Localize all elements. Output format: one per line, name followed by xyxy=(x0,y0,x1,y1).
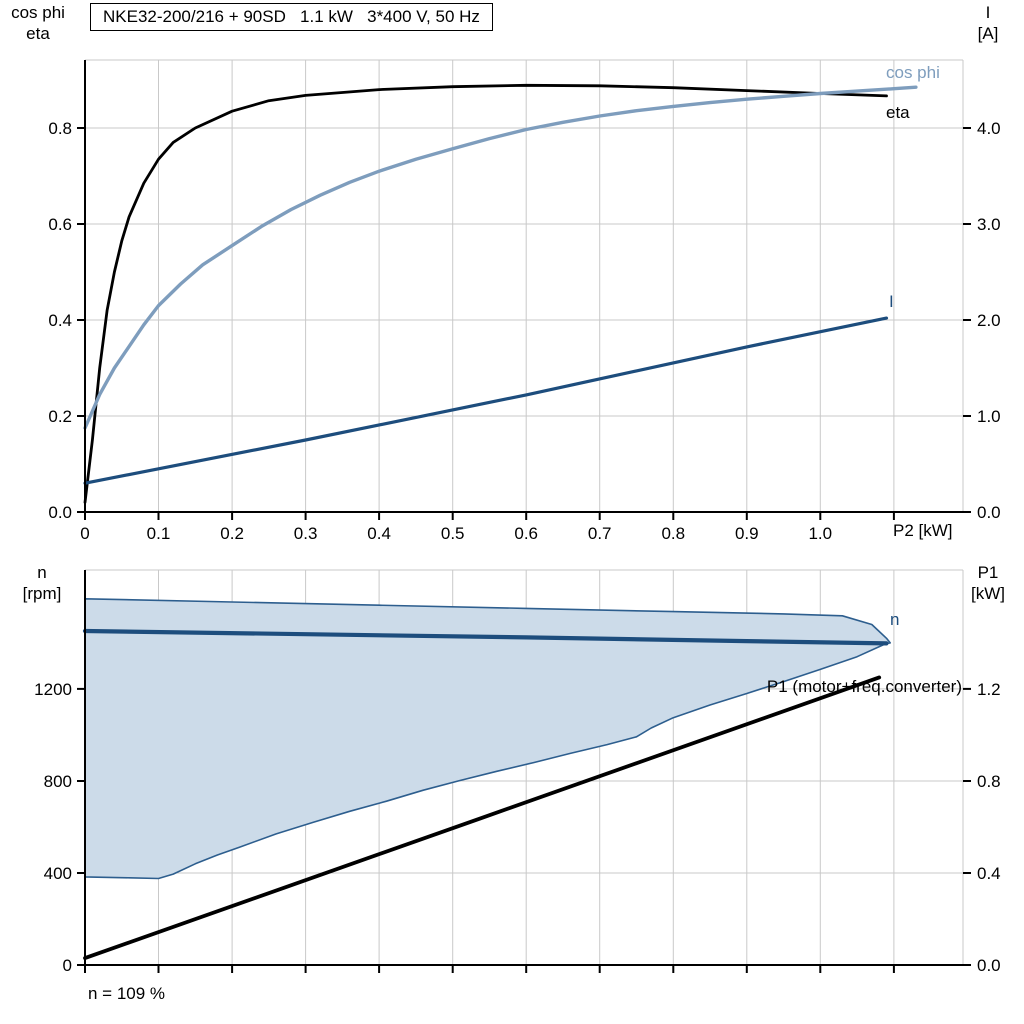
curve-label-speed: n xyxy=(890,610,900,629)
series-p1-motor-freq-converter- xyxy=(83,675,882,960)
right-tick-label: 0.0 xyxy=(977,956,1001,975)
x-tick-label: 0.8 xyxy=(661,524,685,543)
series-eta xyxy=(83,83,888,504)
left-tick-label: 400 xyxy=(44,864,72,883)
curve-label-cos-phi: cos phi xyxy=(886,63,940,82)
right-tick-label: 1.2 xyxy=(977,680,1001,699)
x-tick-label: 0.7 xyxy=(588,524,612,543)
curve-label-p1: P1 (motor+freq.converter) xyxy=(766,677,962,696)
x-tick-label: 0 xyxy=(80,524,89,543)
left-tick-label: 1200 xyxy=(34,680,72,699)
left-tick-label: 0.8 xyxy=(48,119,72,138)
series-cos-phi xyxy=(83,85,918,430)
top-left-axis-label-line1: cos phi xyxy=(11,3,65,22)
left-tick-label: 0 xyxy=(63,956,72,975)
right-tick-label: 0.8 xyxy=(977,772,1001,791)
left-tick-label: 800 xyxy=(44,772,72,791)
bottom-left-axis-label-line2: [rpm] xyxy=(22,584,62,603)
right-tick-label: 1.0 xyxy=(977,407,1001,426)
x-tick-label: 0.3 xyxy=(294,524,318,543)
right-tick-label: 2.0 xyxy=(977,311,1001,330)
left-tick-label: 0.4 xyxy=(48,311,72,330)
series-i xyxy=(83,316,889,485)
right-tick-label: 3.0 xyxy=(977,215,1001,234)
right-tick-label: 4.0 xyxy=(977,119,1001,138)
x-tick-label: 0.9 xyxy=(735,524,759,543)
x-tick-label: 0.4 xyxy=(367,524,391,543)
operating-envelope xyxy=(84,598,891,880)
top-right-axis-label-line1: I xyxy=(985,3,991,22)
chart-title-box: NKE32-200/216 + 90SD 1.1 kW 3*400 V, 50 … xyxy=(90,3,493,31)
top-left-axis-label-line2: eta xyxy=(26,24,50,43)
left-tick-label: 0.6 xyxy=(48,215,72,234)
x-tick-label: 0.6 xyxy=(514,524,538,543)
series-n xyxy=(82,628,889,646)
left-tick-label: 0.2 xyxy=(48,407,72,426)
x-tick-label: 0.2 xyxy=(220,524,244,543)
x-tick-label: 0.5 xyxy=(441,524,465,543)
left-tick-label: 0.0 xyxy=(48,503,72,522)
x-tick-label: 0.1 xyxy=(147,524,171,543)
curve-label-current: I xyxy=(889,292,894,311)
x-tick-label: 1.0 xyxy=(808,524,832,543)
bottom-right-axis-label-line1: P1 xyxy=(977,563,999,582)
speed-annotation: n = 109 % xyxy=(88,984,166,1003)
bottom-left-axis-label-line1: n xyxy=(37,563,47,582)
x-axis-label: P2 [kW] xyxy=(893,521,953,540)
right-tick-label: 0.0 xyxy=(977,503,1001,522)
right-tick-label: 0.4 xyxy=(977,864,1001,883)
curve-label-eta: eta xyxy=(886,103,910,122)
bottom-right-axis-label-line2: [kW] xyxy=(971,584,1005,603)
top-right-axis-label-line2: [A] xyxy=(977,24,999,43)
